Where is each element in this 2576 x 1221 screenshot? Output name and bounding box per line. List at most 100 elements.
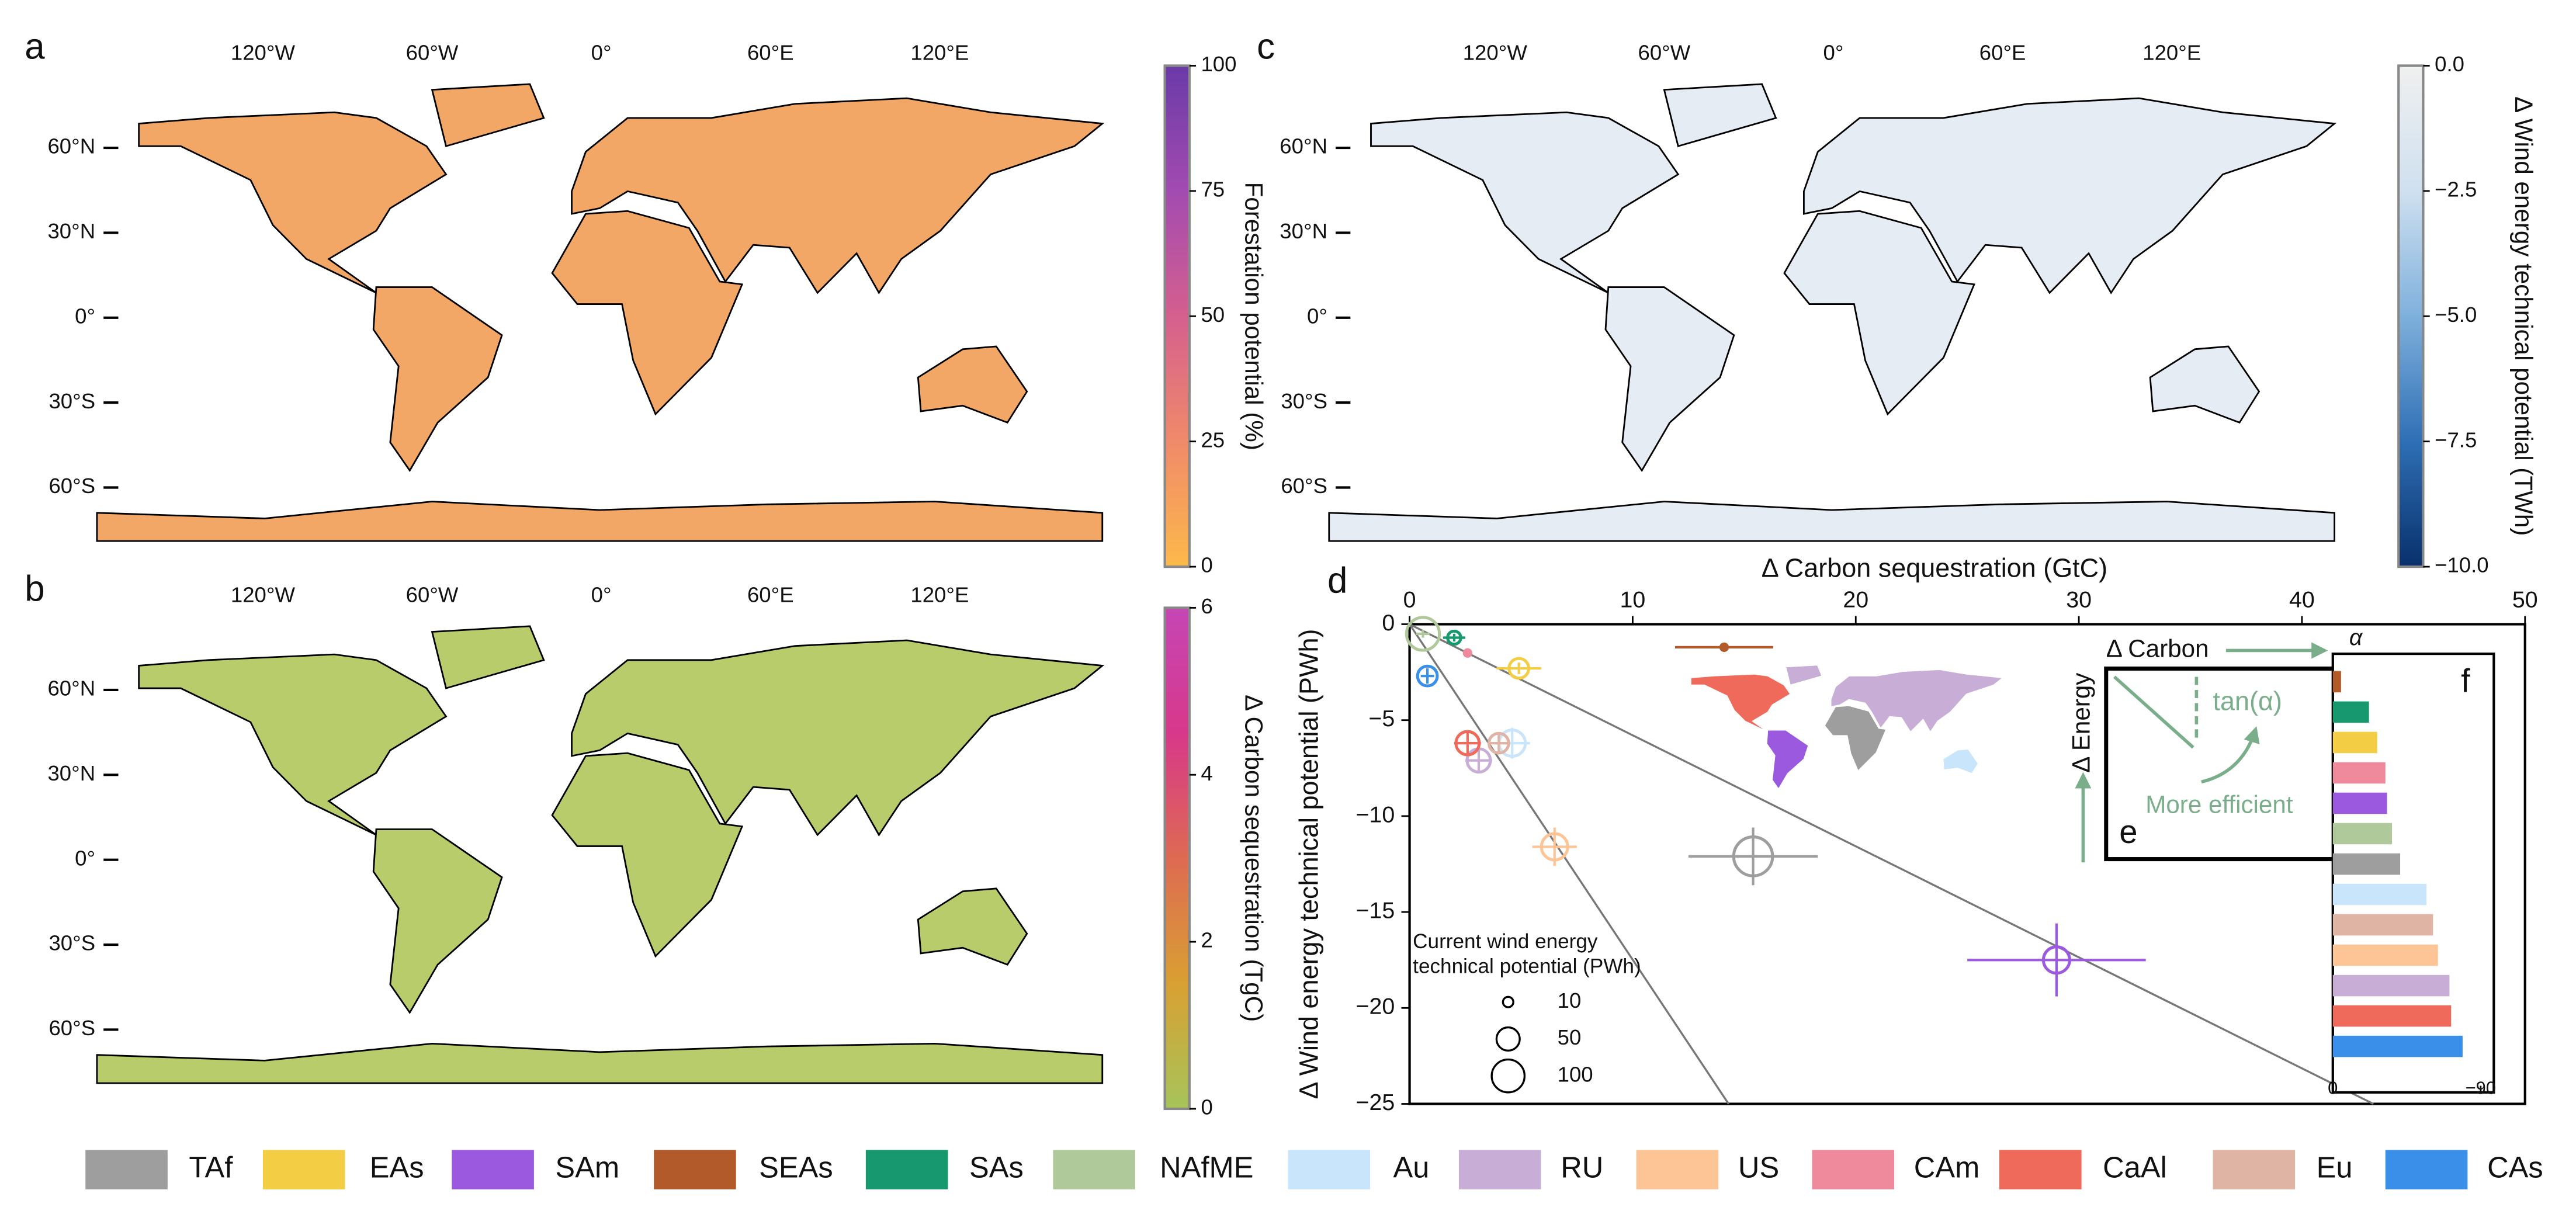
x-tick-label: 10	[1620, 587, 1646, 613]
colorbar-tick-label: 2	[1201, 928, 1212, 952]
bar	[2332, 823, 2393, 845]
lon-tick-label: 60°E	[1979, 40, 2026, 64]
colorbar	[2397, 64, 2425, 568]
inset-e-angle: tan(α)	[2213, 686, 2282, 716]
legend-label: Au	[1393, 1150, 1429, 1184]
size-legend-label: 100	[1558, 1062, 1593, 1086]
lon-tick-label: 60°W	[406, 40, 459, 64]
y-tick-label: −20	[1356, 994, 1395, 1019]
y-tick-label: −5	[1368, 706, 1395, 731]
panel-label: b	[25, 569, 44, 609]
colorbar-tick-label: 25	[1201, 428, 1225, 452]
bar	[2332, 671, 2341, 693]
bubble	[1719, 642, 1729, 653]
bar	[2332, 731, 2377, 754]
bar	[2332, 853, 2401, 875]
bubble	[1454, 730, 1481, 757]
landmass	[138, 111, 448, 294]
colorbar-tick-label: 50	[1201, 303, 1225, 327]
landmass	[917, 345, 1028, 424]
x-tick-label: 50	[2512, 587, 2538, 613]
landmass	[551, 752, 744, 958]
legend-swatch	[1458, 1150, 1541, 1189]
plot-frame	[1408, 623, 2526, 1105]
reference-line	[1409, 623, 1730, 1105]
bar	[2332, 944, 2438, 966]
lon-tick-label: 120°W	[1463, 40, 1528, 64]
inset-map	[1690, 674, 1791, 733]
inset-map	[1830, 669, 2004, 733]
y-tick-label: −15	[1356, 897, 1395, 923]
landmass	[551, 210, 744, 416]
size-legend-marker	[1490, 1058, 1526, 1094]
colorbar-tick-label: 4	[1201, 761, 1212, 785]
bar	[2332, 1005, 2452, 1027]
legend-label: NAfME	[1160, 1150, 1253, 1184]
lat-tick-label: 30°S	[1281, 389, 1327, 413]
inset-e-curve	[2201, 726, 2260, 784]
bar	[2332, 914, 2433, 936]
panel-label: c	[1257, 27, 1275, 67]
y-axis-label: Δ Wind energy technical potential (PWh)	[1294, 629, 1324, 1099]
lat-tick-label: 0°	[75, 304, 95, 328]
legend-label: CAs	[2487, 1150, 2543, 1184]
y-tick-label: −10	[1356, 802, 1395, 827]
size-legend-label: 50	[1558, 1025, 1582, 1049]
panel-label: a	[25, 27, 45, 67]
legend-swatch	[2213, 1150, 2296, 1189]
y-tick-label: −25	[1356, 1090, 1395, 1115]
legend-swatch	[452, 1150, 534, 1189]
landmass	[1802, 97, 2337, 294]
bubble	[1732, 835, 1774, 877]
x-tick-label: 0	[1403, 587, 1416, 613]
landmass	[372, 286, 503, 473]
bubble	[1416, 664, 1439, 688]
size-legend-title: Current wind energy	[1413, 930, 1598, 953]
x-tick-label: 30	[2066, 587, 2092, 613]
landmass	[96, 501, 1104, 542]
legend-swatch	[1812, 1150, 1895, 1189]
legend-label: US	[1738, 1150, 1779, 1184]
f-x-tick-label: −90	[2466, 1077, 2496, 1098]
bar	[2332, 792, 2387, 814]
landmass	[1783, 210, 1975, 416]
bubble	[1462, 648, 1473, 658]
colorbar-tick-label: 0.0	[2435, 52, 2464, 76]
landmass	[1328, 501, 2336, 542]
inset-map	[1824, 705, 1887, 772]
bar	[2332, 883, 2427, 906]
x-tick-label: 20	[1843, 587, 1868, 613]
bar	[2332, 762, 2386, 784]
inset-map	[1942, 748, 1979, 774]
f-x-tick-label: 0	[2328, 1077, 2338, 1098]
legend-label: CaAl	[2103, 1150, 2167, 1184]
legend-swatch	[1288, 1150, 1371, 1189]
colorbar	[1163, 606, 1191, 1111]
colorbar-tick-label: 75	[1201, 178, 1225, 202]
legend-swatch	[2385, 1150, 2468, 1189]
lon-tick-label: 60°W	[1638, 40, 1691, 64]
size-legend-marker	[1495, 1026, 1521, 1052]
lon-tick-label: 120°E	[910, 582, 969, 606]
inset-e-y-label: Δ Energy	[2068, 673, 2095, 773]
inset-e-x-label: Δ Carbon	[2106, 635, 2209, 662]
lon-tick-label: 60°E	[747, 582, 794, 606]
colorbar-tick-label: −5.0	[2435, 303, 2477, 327]
lat-tick-label: 30°N	[47, 761, 95, 785]
bar	[2332, 701, 2369, 723]
legend-label: Eu	[2317, 1150, 2353, 1184]
lat-tick-label: 60°N	[47, 134, 95, 158]
landmass	[96, 1042, 1104, 1084]
lat-tick-label: 30°S	[48, 389, 95, 413]
bubble	[1540, 832, 1569, 862]
landmass	[571, 97, 1105, 294]
lat-tick-label: 60°S	[1281, 474, 1327, 498]
landmass	[372, 828, 503, 1014]
legend-label: RU	[1561, 1150, 1603, 1184]
inset-map	[1766, 730, 1809, 790]
legend-label: TAf	[189, 1150, 233, 1184]
inset-e-slope	[2113, 675, 2194, 749]
lat-tick-label: 0°	[1307, 304, 1327, 328]
lon-tick-label: 60°E	[747, 40, 794, 64]
